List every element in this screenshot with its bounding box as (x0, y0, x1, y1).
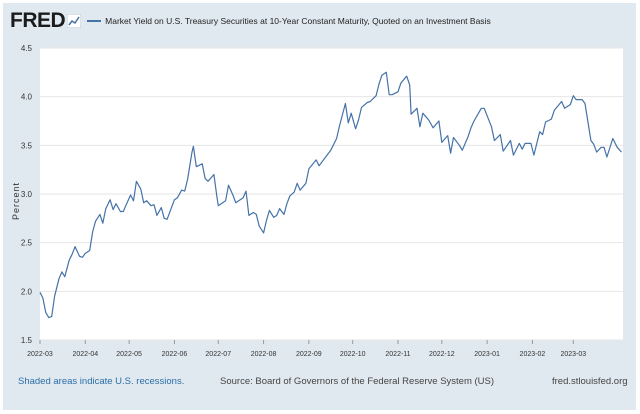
y-tick-label: 4.0 (21, 93, 33, 102)
y-tick-label: 4.5 (21, 44, 33, 53)
series-line (39, 71, 622, 319)
source-note: Source: Board of Governors of the Federa… (220, 376, 495, 387)
x-tick-label: 2022-06 (162, 351, 188, 358)
recession-note[interactable]: Shaded areas indicate U.S. recessions. (18, 376, 185, 387)
x-tick-label: 2022-12 (429, 351, 455, 358)
x-tick-label: 2023-02 (520, 351, 546, 358)
fred-logo[interactable]: FRED (10, 9, 66, 32)
x-tick-label: 2023-03 (560, 351, 586, 358)
x-tick-label: 2022-03 (27, 351, 53, 358)
y-tick-label: 3.0 (21, 190, 33, 199)
x-tick-label: 2022-11 (385, 351, 410, 358)
x-tick-label: 2022-05 (116, 351, 142, 358)
series-title: Market Yield on U.S. Treasury Securities… (105, 16, 491, 26)
x-tick-label: 2022-10 (340, 351, 366, 358)
x-tick-label: 2022-08 (251, 351, 277, 358)
x-tick-label: 2022-07 (205, 351, 231, 358)
site-link[interactable]: fred.stlouisfed.org (552, 376, 628, 387)
x-tick-label: 2023-01 (474, 351, 500, 358)
chart-icon (67, 14, 82, 28)
y-tick-label: 3.5 (21, 141, 33, 150)
y-tick-label: 2.5 (21, 239, 33, 248)
series-legend-line (87, 20, 102, 22)
x-tick-label: 2022-09 (296, 351, 322, 358)
y-tick-label: 1.5 (21, 336, 33, 345)
chart-header: FRED Market Yield on U.S. Treasury Secur… (10, 9, 491, 32)
x-tick-label: 2022-04 (72, 351, 98, 358)
y-tick-label: 2.0 (21, 287, 33, 296)
